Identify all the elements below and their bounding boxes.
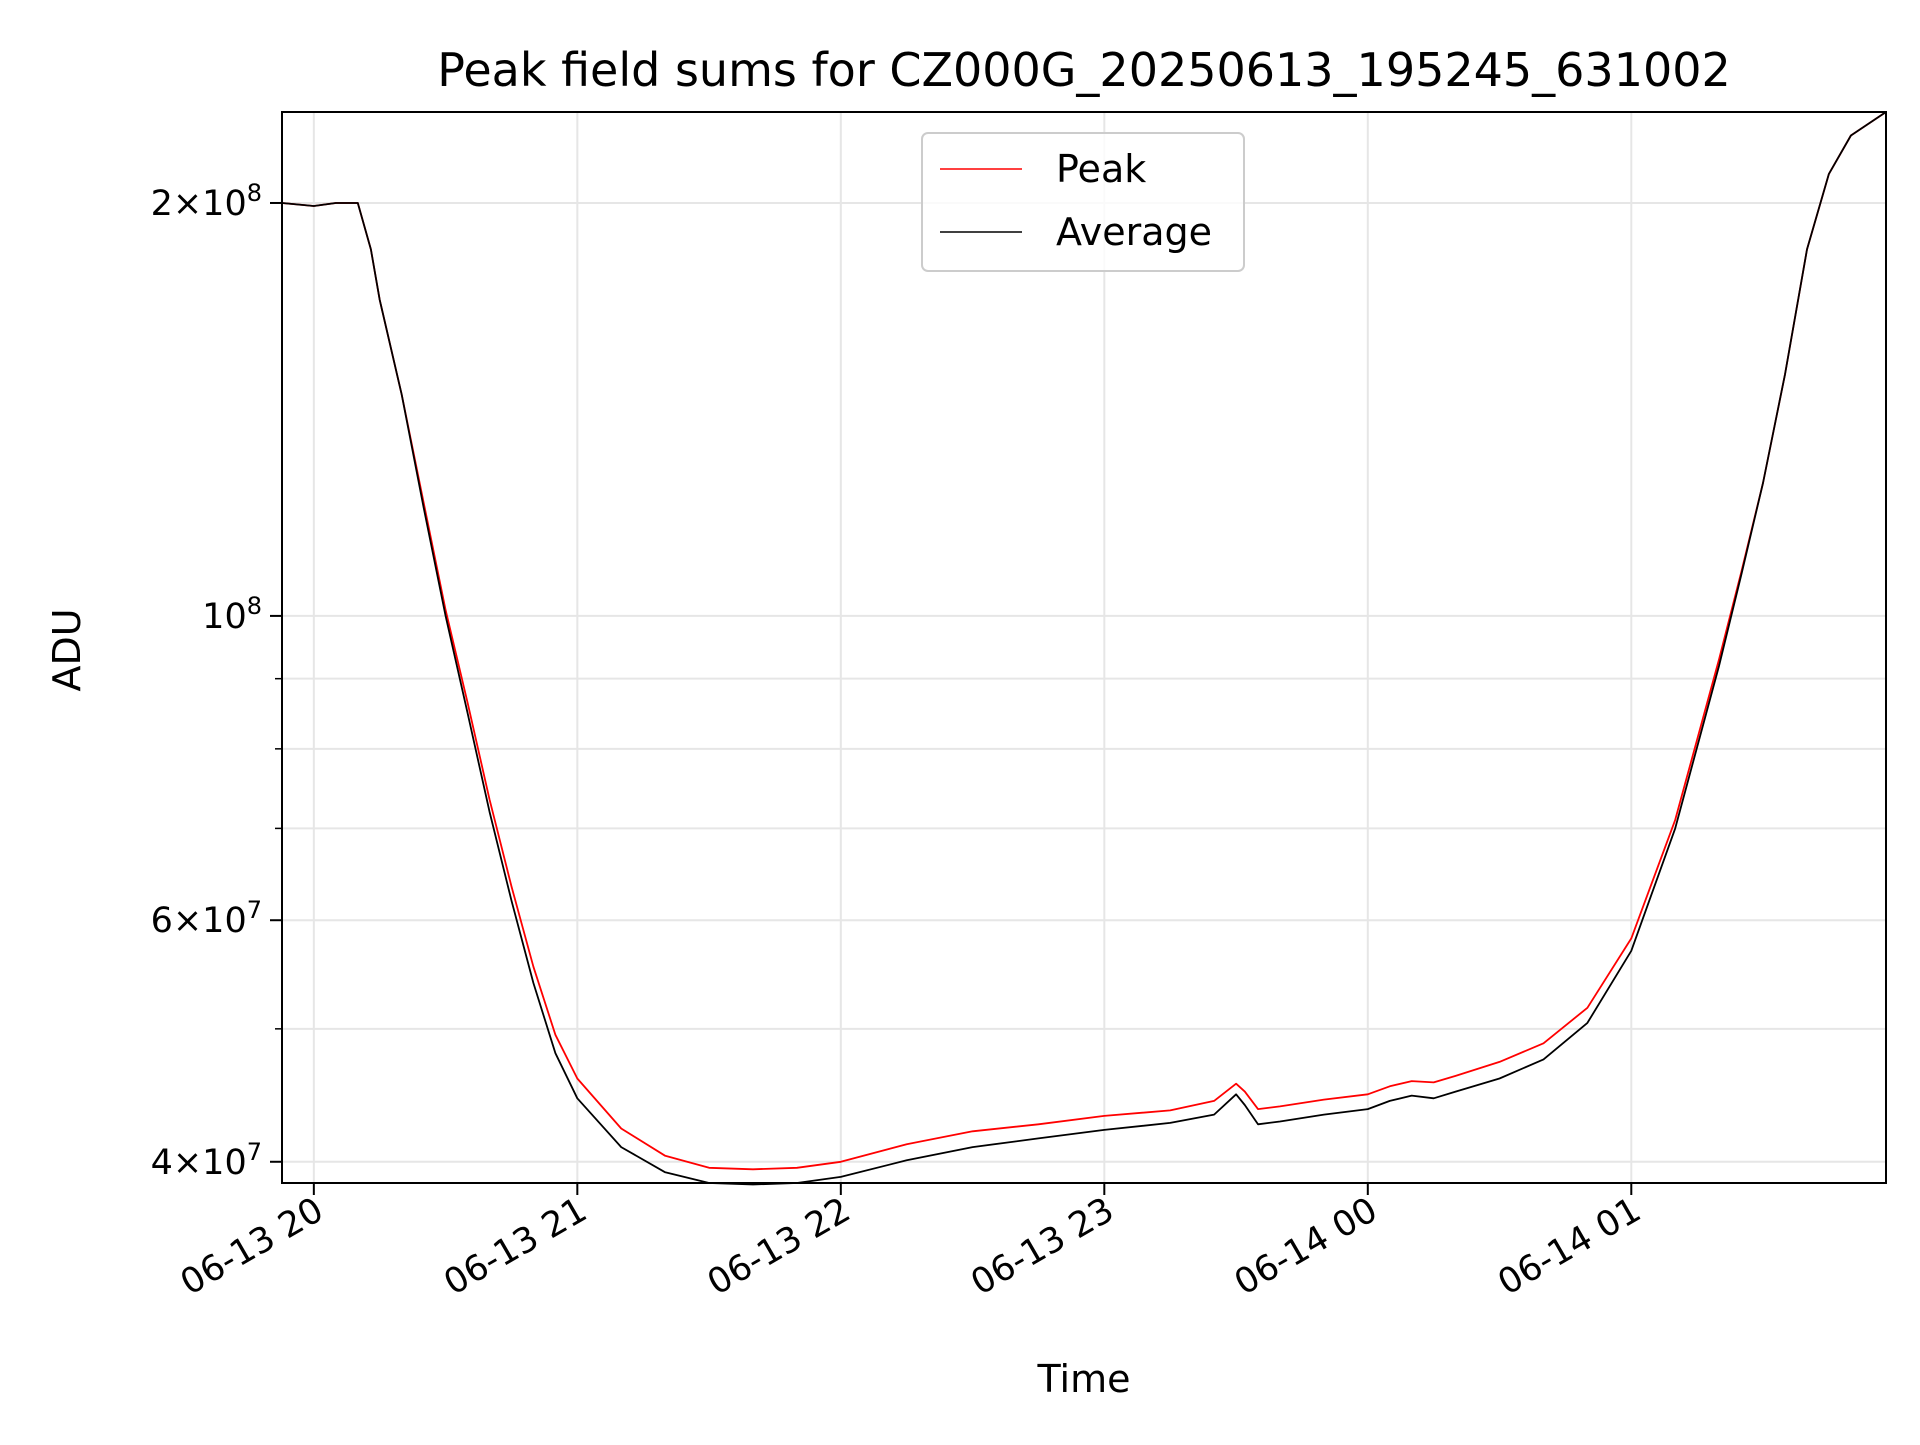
y-tick-label: 4×107 — [151, 1138, 262, 1183]
y-axis-label: ADU — [45, 608, 89, 691]
legend-box — [921, 132, 1245, 272]
legend-label-average: Average — [1056, 210, 1212, 254]
series-line-average — [281, 111, 1887, 1186]
plot-frame — [281, 111, 1887, 1184]
chart-title: Peak field sums for CZ000G_20250613_1952… — [437, 43, 1731, 97]
x-axis-label: Time — [1037, 1357, 1131, 1401]
legend-label-peak: Peak — [1056, 147, 1146, 191]
series-line-peak — [281, 111, 1887, 1171]
series-layer — [281, 111, 1887, 1186]
legend: Peak Average — [921, 132, 1245, 272]
y-tick-label: 2×108 — [151, 179, 262, 224]
y-tick-label: 6×107 — [151, 896, 262, 941]
